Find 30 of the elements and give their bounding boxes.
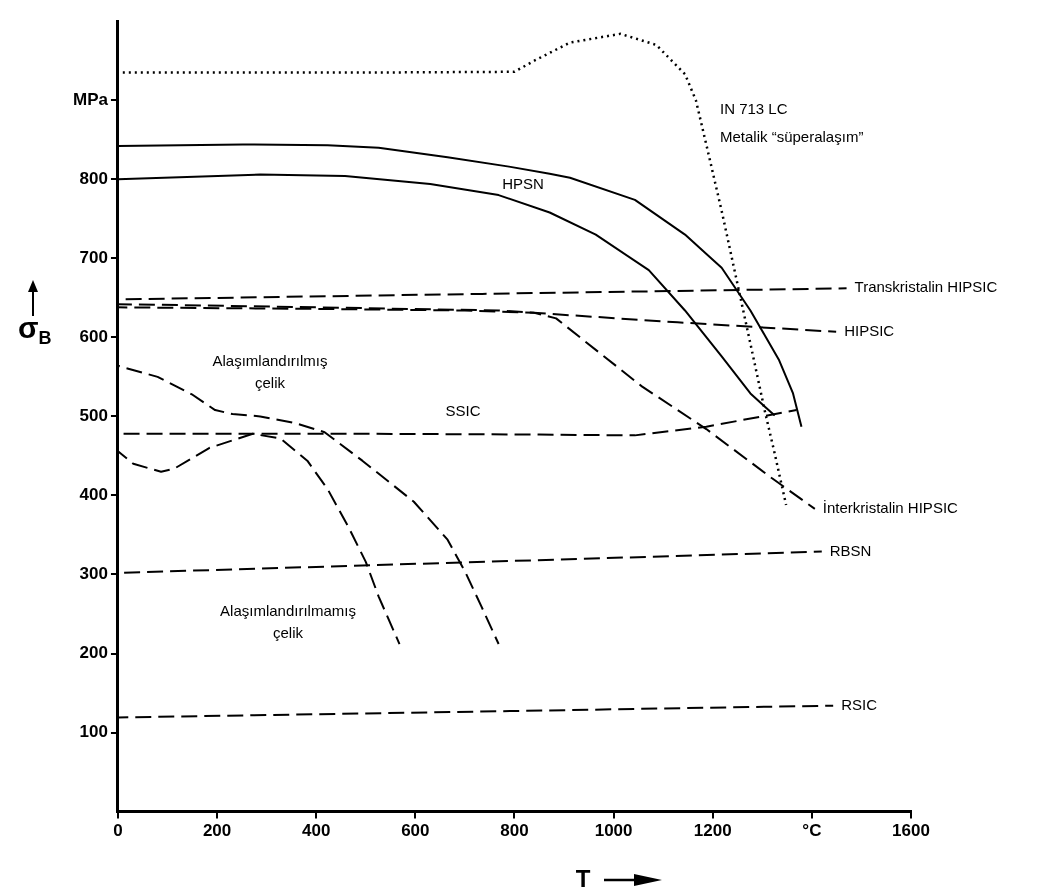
x-axis-title: T bbox=[575, 864, 591, 892]
x-tick-label: °C bbox=[802, 821, 822, 841]
y-tick-label: 100 bbox=[79, 722, 108, 742]
series-label: Alaşımlandırılmamış çelik bbox=[220, 602, 356, 642]
x-tick-label: 800 bbox=[500, 821, 529, 841]
x-tick-label: 600 bbox=[401, 821, 430, 841]
annotation: Metalik “süperalaşım” bbox=[720, 128, 864, 146]
y-tick-label: 700 bbox=[79, 248, 108, 268]
y-tick-label: 800 bbox=[79, 168, 108, 188]
series-label: Transkristalin HIPSIC bbox=[854, 278, 998, 296]
y-tick-label: MPa bbox=[72, 89, 109, 109]
series-label: HPSN bbox=[502, 175, 544, 193]
x-tick-label: 1600 bbox=[892, 821, 930, 841]
series-label: HIPSIC bbox=[844, 321, 895, 339]
series-label: IN 713 LC bbox=[720, 100, 788, 118]
x-tick-label: 400 bbox=[302, 821, 331, 841]
y-tick-label: 500 bbox=[79, 406, 108, 426]
series-label: Alaşımlandırılmış çelik bbox=[212, 352, 328, 392]
series-label: İnterkristalin HIPSIC bbox=[822, 499, 959, 517]
series-label: RBSN bbox=[829, 541, 872, 559]
y-tick-label: 300 bbox=[79, 564, 108, 584]
series-label: SSIC bbox=[445, 402, 481, 420]
x-tick-label: 1200 bbox=[693, 821, 732, 841]
x-tick-label: 1000 bbox=[594, 821, 633, 841]
series-label: RSIC bbox=[841, 695, 878, 713]
y-tick-label: 400 bbox=[79, 485, 108, 505]
y-tick-label: 600 bbox=[79, 327, 108, 347]
y-tick-label: 200 bbox=[79, 643, 108, 663]
x-tick-label: 0 bbox=[113, 821, 123, 841]
x-tick-label: 200 bbox=[202, 821, 232, 841]
